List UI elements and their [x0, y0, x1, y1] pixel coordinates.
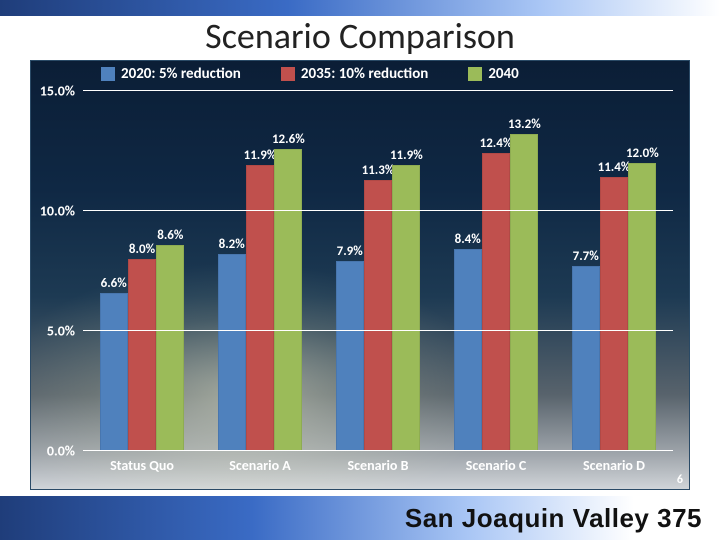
- bar: 13.2%: [510, 134, 538, 451]
- y-tick-label: 10.0%: [40, 203, 75, 220]
- bar: 11.9%: [246, 165, 274, 451]
- bar-value-label: 7.9%: [337, 244, 363, 259]
- legend-label: 2040: [488, 65, 518, 83]
- legend-item: 2035: 10% reduction: [281, 65, 428, 83]
- bar-value-label: 8.0%: [129, 242, 155, 257]
- gridline: [83, 450, 673, 451]
- slide: Scenario Comparison 2020: 5% reduction20…: [0, 0, 720, 540]
- bar: 8.4%: [454, 249, 482, 451]
- bar-value-label: 12.6%: [272, 132, 305, 147]
- x-axis-label: Scenario B: [348, 457, 409, 474]
- y-tick-label: 5.0%: [47, 323, 75, 340]
- gridline: [83, 90, 673, 91]
- bars-layer: 6.6%8.0%8.6%8.2%11.9%12.6%7.9%11.3%11.9%…: [83, 91, 673, 451]
- bar: 12.4%: [482, 153, 510, 451]
- x-axis-label: Scenario A: [229, 457, 291, 474]
- gridline: [83, 210, 673, 211]
- bar-value-label: 12.4%: [480, 136, 513, 151]
- legend-item: 2040: [468, 65, 518, 83]
- legend-item: 2020: 5% reduction: [101, 65, 241, 83]
- bar-value-label: 11.9%: [390, 148, 423, 163]
- bar-value-label: 11.4%: [598, 160, 631, 175]
- legend-swatch: [468, 67, 482, 81]
- bar-value-label: 7.7%: [573, 249, 599, 264]
- legend-label: 2035: 10% reduction: [301, 65, 428, 83]
- page-number: 6: [677, 473, 683, 487]
- bar-value-label: 12.0%: [626, 146, 659, 161]
- x-axis-label: Scenario C: [466, 457, 526, 474]
- legend-label: 2020: 5% reduction: [121, 65, 241, 83]
- bar-value-label: 6.6%: [101, 276, 127, 291]
- bar: 8.2%: [218, 254, 246, 451]
- bar-value-label: 13.2%: [508, 117, 541, 132]
- bar: 7.9%: [336, 261, 364, 451]
- bar: 8.6%: [156, 245, 184, 451]
- x-axis-label: Scenario D: [583, 457, 645, 474]
- bar-value-label: 8.4%: [455, 232, 481, 247]
- legend-swatch: [101, 67, 115, 81]
- gridline: [83, 330, 673, 331]
- chart-plot-area: 6.6%8.0%8.6%8.2%11.9%12.6%7.9%11.3%11.9%…: [83, 91, 673, 451]
- bar: 6.6%: [100, 293, 128, 451]
- bar: 11.4%: [600, 177, 628, 451]
- bar: 11.3%: [364, 180, 392, 451]
- y-tick-label: 15.0%: [40, 83, 75, 100]
- bar-value-label: 8.2%: [219, 237, 245, 252]
- chart-container: 2020: 5% reduction 2035: 10% reduction 204…: [30, 60, 690, 490]
- bar: 8.0%: [128, 259, 156, 451]
- x-axis-label: Status Quo: [110, 457, 174, 474]
- bar-value-label: 8.6%: [157, 228, 183, 243]
- bar: 7.7%: [572, 266, 600, 451]
- bar-value-label: 11.9%: [244, 148, 277, 163]
- bar: 11.9%: [392, 165, 420, 451]
- bar: 12.6%: [274, 149, 302, 451]
- bottom-accent-bar: San Joaquin Valley 375: [0, 496, 720, 540]
- footer-text: San Joaquin Valley 375: [405, 503, 702, 534]
- bar: 12.0%: [628, 163, 656, 451]
- bar-value-label: 11.3%: [362, 163, 395, 178]
- chart-legend: 2020: 5% reduction 2035: 10% reduction 204…: [83, 65, 673, 83]
- legend-swatch: [281, 67, 295, 81]
- title-area: Scenario Comparison: [0, 14, 720, 58]
- y-tick-label: 0.0%: [47, 443, 75, 460]
- slide-title: Scenario Comparison: [0, 14, 720, 58]
